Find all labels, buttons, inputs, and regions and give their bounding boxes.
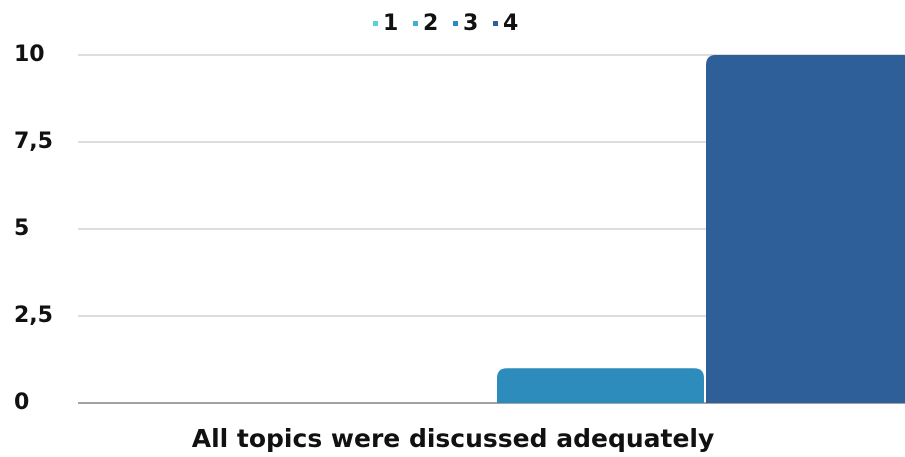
bar: [497, 368, 704, 403]
y-tick-label: 7,5: [14, 129, 53, 154]
legend-marker: [413, 21, 418, 26]
legend-label: 3: [463, 11, 478, 36]
y-tick-label: 10: [14, 42, 45, 67]
legend-marker: [493, 21, 498, 26]
y-tick-label: 5: [14, 216, 29, 241]
y-tick-label: 2,5: [14, 303, 53, 328]
legend-label: 2: [423, 11, 438, 36]
y-tick-label: 0: [14, 390, 29, 415]
legend-marker: [373, 21, 378, 26]
legend-label: 1: [383, 11, 398, 36]
bar: [706, 55, 905, 403]
x-tick-label: All topics were discussed adequately: [192, 424, 715, 453]
legend-label: 4: [503, 11, 518, 36]
legend-marker: [453, 21, 458, 26]
